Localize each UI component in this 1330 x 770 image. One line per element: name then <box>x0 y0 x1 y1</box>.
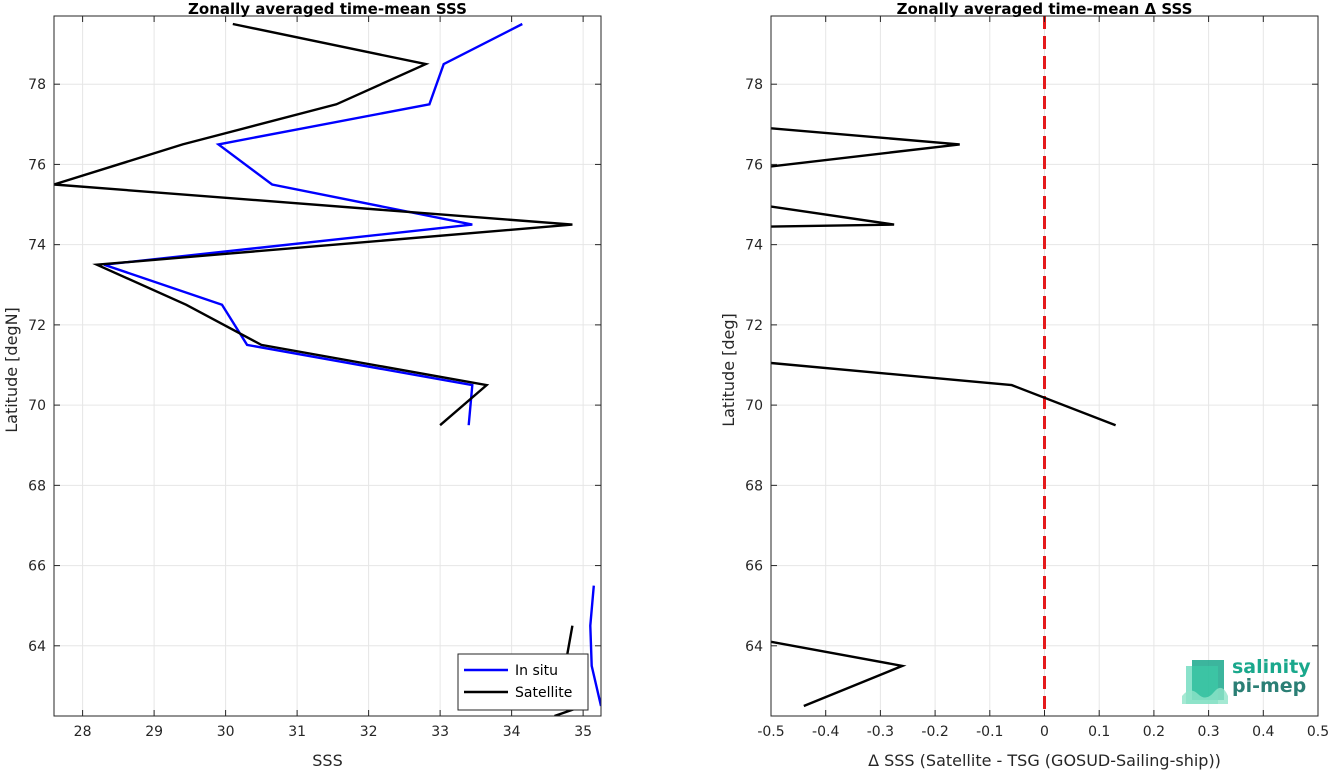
y-tick-label: 68 <box>28 478 46 494</box>
x-tick-label: 29 <box>145 724 163 740</box>
x-tick-label: -0.4 <box>812 724 839 740</box>
y-tick-label: 64 <box>745 639 763 655</box>
plot-area <box>54 16 601 716</box>
series-group <box>771 127 1117 708</box>
y-tick-label: 72 <box>745 318 763 334</box>
x-axis-label: Δ SSS (Satellite - TSG (GOSUD-Sailing-sh… <box>868 751 1221 770</box>
y-tick-label: 78 <box>745 77 763 93</box>
chart-1: 28 29 30 31 32 33 34 35 64 66 68 70 72 74 76 78 Zonally … <box>2 0 602 770</box>
logo-text: salinity pi-mep <box>1232 658 1311 696</box>
series-line-in-situ-seg0 <box>103 22 523 426</box>
x-tick-label: 0.4 <box>1252 724 1274 740</box>
legend: In situ Satellite <box>457 653 589 711</box>
series-line-delta-seg0 <box>771 127 960 168</box>
y-tick-label: 70 <box>745 398 763 414</box>
series-line-delta-seg3 <box>771 640 907 708</box>
x-tick-label: -0.1 <box>976 724 1003 740</box>
y-tick-label: 68 <box>745 478 763 494</box>
x-tick-label: 0.5 <box>1307 724 1329 740</box>
x-tick-label: -0.5 <box>757 724 784 740</box>
salinity-pimep-logo: salinity pi-mep <box>1180 656 1311 710</box>
x-tick-label: 30 <box>217 724 235 740</box>
y-tick-label: 76 <box>745 157 763 173</box>
y-axis-label: Latitude [degN] <box>2 307 21 433</box>
y-tick-label: 70 <box>28 398 46 414</box>
x-tick-label: 28 <box>74 724 92 740</box>
x-tick-label: 31 <box>288 724 306 740</box>
x-tick-label: -0.2 <box>921 724 948 740</box>
x-tick-label: -0.3 <box>867 724 894 740</box>
x-tick-label: 32 <box>360 724 378 740</box>
wave-logo-icon <box>1182 660 1228 704</box>
series-line-delta-seg2 <box>771 361 1117 427</box>
x-tick-label: 33 <box>431 724 449 740</box>
x-tick-label: 0.2 <box>1143 724 1165 740</box>
legend-label: In situ <box>515 663 558 679</box>
legend-label: Satellite <box>515 685 572 701</box>
x-tick-label: 35 <box>574 724 592 740</box>
chart-title: Zonally averaged time-mean SSS <box>188 0 467 18</box>
chart-title: Zonally averaged time-mean Δ SSS <box>897 0 1193 18</box>
series-line-delta-seg1 <box>771 205 895 228</box>
axes-box <box>53 15 602 717</box>
y-tick-label: 76 <box>28 157 46 173</box>
y-tick-label: 74 <box>745 238 763 254</box>
y-tick-label: 74 <box>28 238 46 254</box>
x-tick-label: 0.1 <box>1088 724 1110 740</box>
x-tick-label: 0 <box>1040 724 1049 740</box>
logo-line2: pi-mep <box>1232 675 1307 697</box>
y-tick-label: 64 <box>28 639 46 655</box>
logo-line1: salinity <box>1232 656 1311 678</box>
y-tick-label: 78 <box>28 77 46 93</box>
y-tick-label: 66 <box>745 559 763 575</box>
series-line-satellite-seg0 <box>54 22 573 427</box>
x-axis-label: SSS <box>312 751 342 770</box>
x-tick-label: 34 <box>503 724 521 740</box>
y-axis-label: Latitude [deg] <box>719 313 738 427</box>
chart-2: -0.5 -0.4 -0.3 -0.2 -0.1 0 0.1 0.2 0.3 0.4 0.5 64 66… <box>719 0 1329 770</box>
y-tick-label: 72 <box>28 318 46 334</box>
x-tick-label: 0.3 <box>1197 724 1219 740</box>
series-line-in-situ-seg1 <box>589 585 601 707</box>
legend-box <box>457 653 589 711</box>
y-tick-label: 66 <box>28 559 46 575</box>
